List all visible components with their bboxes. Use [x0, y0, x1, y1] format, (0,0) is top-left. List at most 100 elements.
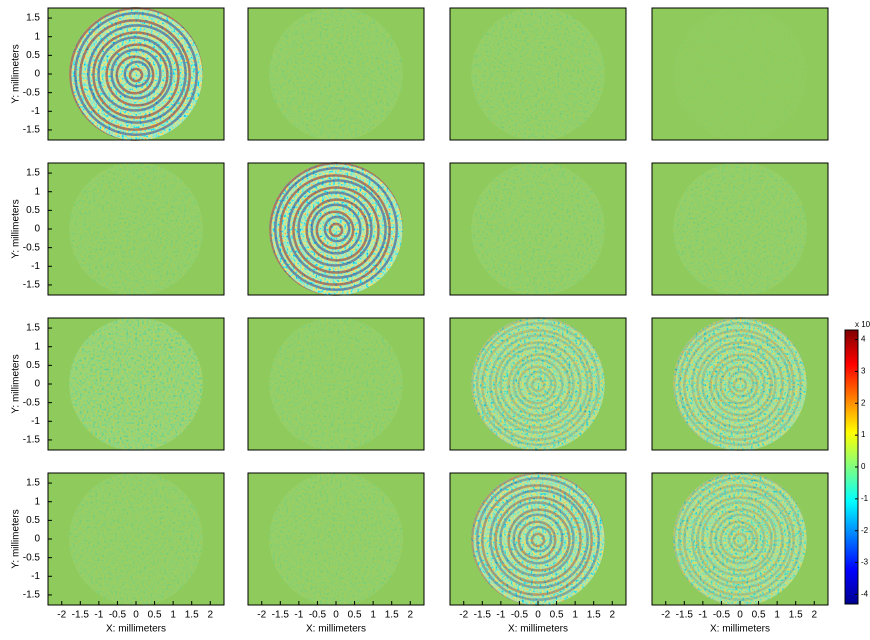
x-axis-label: X: millimeters	[106, 624, 166, 635]
heatmap-panel	[48, 472, 224, 606]
x-tick-label: 0.5	[348, 610, 362, 621]
figure: -1.5 -1 -0.5 0 0.5 1 1.5 Y: millimeters -1.5 -1 -0…	[0, 0, 870, 640]
y-axis-label: Y: millimeters	[11, 44, 22, 103]
x-tick-label: 1.5	[385, 610, 399, 621]
colorbar-tick-label: -3	[861, 558, 869, 567]
x-tick-label: -0.5	[713, 610, 731, 621]
x-tick-label: 0	[333, 610, 339, 621]
heatmap-panel	[48, 317, 224, 451]
disk-noise	[673, 7, 807, 141]
y-axis-label: Y: millimeters	[11, 354, 22, 413]
disk-noise	[269, 7, 403, 141]
disk	[69, 317, 203, 451]
disk-noise	[471, 7, 605, 141]
disk	[269, 317, 403, 451]
x-tick-label: 0.5	[550, 610, 564, 621]
y-tick-label: 0	[34, 379, 40, 390]
page: {"chart_data": [ {"type": "heatmap", "xl…	[0, 0, 870, 640]
y-tick-label: -1.5	[23, 280, 41, 291]
x-tick-label: -0.5	[511, 610, 529, 621]
y-tick-label: -1.5	[23, 125, 41, 136]
x-tick-label: 1.5	[185, 610, 199, 621]
colorbar-tick-label: -2	[861, 526, 869, 535]
y-tick-label: 0.5	[26, 515, 40, 526]
x-tick-label: -1.5	[72, 610, 90, 621]
x-tick-label: -1	[294, 610, 303, 621]
x-tick-label: 2	[609, 610, 615, 621]
y-tick-label: 0.5	[26, 360, 40, 371]
colorbar-label: x 10	[855, 320, 870, 329]
y-tick-label: -0.5	[23, 397, 41, 408]
heatmap-panel	[248, 7, 424, 141]
disk-noise	[471, 162, 605, 296]
y-axis-label: Y: millimeters	[11, 199, 22, 258]
disk	[269, 7, 403, 141]
x-tick-label: 1.5	[587, 610, 601, 621]
heatmap-panel	[48, 7, 224, 142]
x-tick-label: 0.5	[752, 610, 766, 621]
x-tick-label: 1.5	[789, 610, 803, 621]
x-tick-label: 0.5	[148, 610, 162, 621]
disk	[471, 7, 605, 141]
y-tick-label: 0.5	[26, 50, 40, 61]
y-tick-label: 1	[34, 31, 40, 42]
heatmap-panel	[248, 162, 424, 297]
disk	[69, 162, 203, 296]
disk-noise	[69, 162, 203, 296]
colorbar-tick-label: 2	[861, 398, 866, 407]
x-tick-label: -2	[661, 610, 670, 621]
disk-noise	[673, 162, 807, 296]
x-tick-label: -1.5	[272, 610, 290, 621]
colorbar-tick-label: 0	[861, 462, 866, 471]
heatmap-panel	[450, 472, 626, 607]
heatmap-panel	[248, 317, 424, 451]
x-axis-label: X: millimeters	[710, 624, 770, 635]
x-tick-label: 2	[811, 610, 817, 621]
x-axis-label: X: millimeters	[306, 624, 366, 635]
disk-noise	[69, 317, 203, 451]
y-tick-label: -1	[31, 106, 40, 117]
y-tick-label: -1	[31, 571, 40, 582]
y-tick-label: 1	[34, 186, 40, 197]
y-tick-label: -0.5	[23, 552, 41, 563]
colorbar-tick-label: 1	[861, 430, 866, 439]
x-tick-label: 0	[737, 610, 743, 621]
x-tick-label: -2	[257, 610, 266, 621]
y-tick-label: 0	[34, 69, 40, 80]
y-tick-label: 0	[34, 224, 40, 235]
y-tick-label: -1	[31, 261, 40, 272]
x-tick-label: 0	[133, 610, 139, 621]
disk	[673, 7, 807, 141]
x-tick-label: 2	[407, 610, 413, 621]
disk	[69, 472, 203, 606]
x-tick-label: -1	[496, 610, 505, 621]
heatmap-panel	[48, 162, 224, 296]
y-tick-label: 1.5	[26, 478, 40, 489]
y-tick-label: -0.5	[23, 242, 41, 253]
y-tick-label: 1.5	[26, 13, 40, 24]
disk	[269, 472, 403, 606]
x-tick-label: -1	[698, 610, 707, 621]
y-tick-label: 1.5	[26, 323, 40, 334]
heatmap-panel	[450, 317, 626, 452]
y-tick-label: -0.5	[23, 87, 41, 98]
x-tick-label: 1	[572, 610, 578, 621]
y-tick-label: 0.5	[26, 205, 40, 216]
disk-noise	[269, 317, 403, 451]
x-axis-label: X: millimeters	[508, 624, 568, 635]
x-tick-label: -0.5	[109, 610, 127, 621]
heatmap-panel	[652, 317, 828, 452]
y-axis-label: Y: millimeters	[11, 509, 22, 568]
colorbar-tick-label: 4	[861, 335, 866, 344]
colorbar-tick-label: 3	[861, 367, 866, 376]
colorbar-tick-label: -4	[861, 590, 869, 599]
y-tick-label: -1.5	[23, 435, 41, 446]
disk	[471, 162, 605, 296]
heatmap-panel	[652, 162, 828, 296]
y-tick-label: 1.5	[26, 168, 40, 179]
heatmap-panel	[652, 472, 828, 607]
y-tick-label: -1	[31, 416, 40, 427]
heatmap-panel	[450, 162, 626, 296]
x-tick-label: 2	[207, 610, 213, 621]
disk-noise	[69, 472, 203, 606]
